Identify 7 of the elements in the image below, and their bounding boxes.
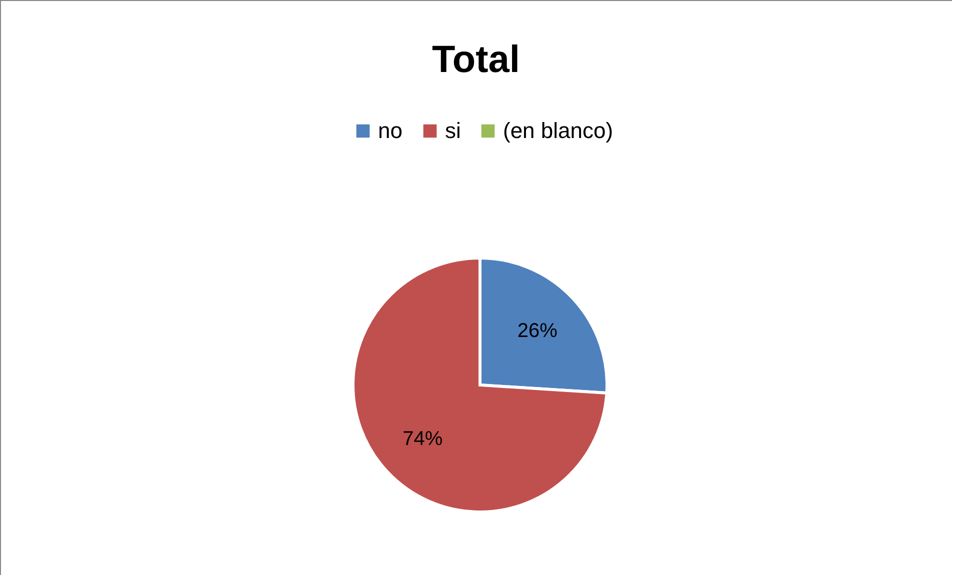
pie-slice xyxy=(352,256,608,514)
chart-title: Total xyxy=(432,39,520,81)
legend-label: (en blanco) xyxy=(503,118,614,143)
data-label: 74% xyxy=(402,428,443,450)
data-label: 26% xyxy=(517,320,558,342)
legend-label: no xyxy=(378,118,402,143)
legend-label: si xyxy=(445,118,461,143)
